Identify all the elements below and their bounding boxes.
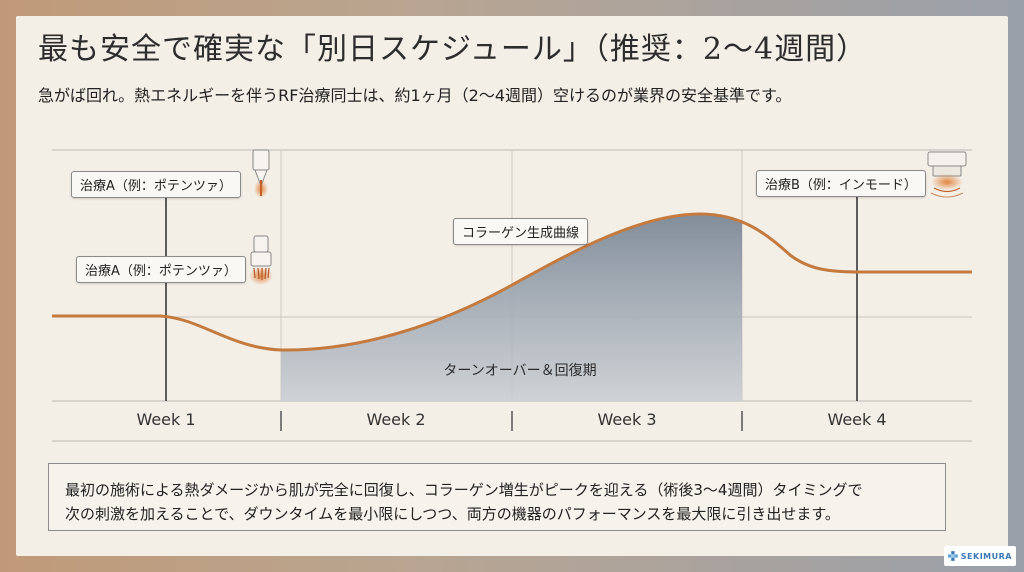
needle-device-icon [252,149,270,198]
collagen-curve-label: コラーゲン生成曲線 [453,218,589,245]
treatment-b-label: 治療B（例：インモード） [756,170,926,197]
microneedle-device-icon [249,235,273,285]
collagen-curve-line [52,212,972,352]
treatment-a-label: 治療A（例：ポテンツァ） [76,256,246,283]
logo-text: SEKIMURA [960,551,1012,561]
brand-logo: SEKIMURA [944,546,1016,566]
page-subtitle: 急がば回れ。熱エネルギーを伴うRF治療同士は、約1ヶ月（2〜4週間）空けるのが業… [38,86,792,105]
page-title: 最も安全で確実な「別日スケジュール」（推奨：2〜4週間） [38,32,868,67]
week-4-label: Week 4 [827,410,887,429]
treatment-a-label-top: 治療A（例：ポテンツァ） [71,171,241,198]
week-1-label: Week 1 [136,410,196,429]
logo-cross-icon [948,551,958,561]
explanation-note: 最初の施術による熱ダメージから肌が完全に回復し、コラーゲン増生がピークを迎える（… [48,463,946,531]
recovery-area-fill [281,214,742,401]
note-line-2: 次の刺激を加えることで、ダウンタイムを最小限にしつつ、両方の機器のパフォーマンス… [65,505,840,523]
recovery-period-label: ターンオーバー＆回復期 [443,363,597,379]
week-2-label: Week 2 [366,410,426,429]
note-line-1: 最初の施術による熱ダメージから肌が完全に回復し、コラーゲン増生がピークを迎える（… [65,481,863,499]
rf-device-icon [927,151,967,198]
week-3-label: Week 3 [597,410,657,429]
